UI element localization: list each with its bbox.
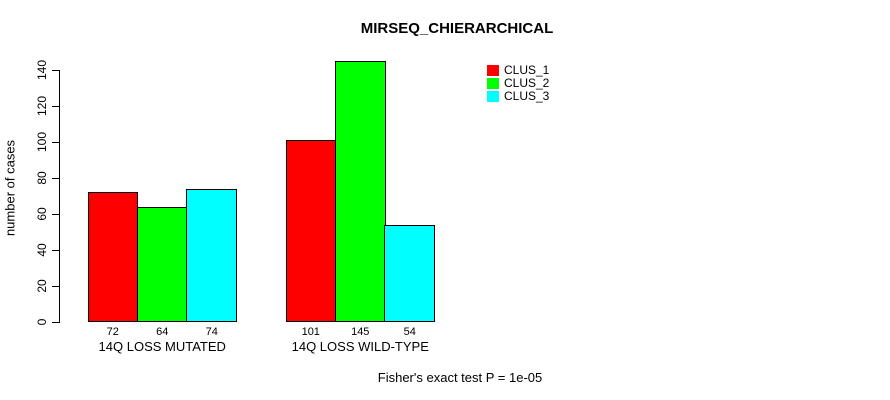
legend-label: CLUS_2 bbox=[504, 76, 550, 90]
bar-value-label: 145 bbox=[351, 326, 370, 338]
y-axis-tick bbox=[52, 177, 60, 179]
legend-swatch bbox=[487, 91, 499, 102]
bar-clus_3 bbox=[186, 189, 237, 322]
y-axis-tick bbox=[52, 141, 60, 143]
y-axis-tick bbox=[52, 285, 60, 287]
y-tick-label: 140 bbox=[35, 59, 49, 81]
bar-value-label: 64 bbox=[156, 326, 169, 338]
legend-label: CLUS_3 bbox=[504, 89, 550, 103]
y-axis-tick bbox=[52, 213, 60, 215]
y-tick-label: 40 bbox=[35, 243, 49, 257]
bar-clus_1 bbox=[286, 140, 336, 322]
legend-label: CLUS_1 bbox=[504, 63, 550, 77]
legend: CLUS_1 CLUS_2 CLUS_3 bbox=[487, 64, 549, 103]
legend-item-clus_3: CLUS_3 bbox=[487, 90, 549, 103]
bar-clus_3 bbox=[384, 225, 435, 322]
x-category-label: 14Q LOSS WILD-TYPE bbox=[291, 339, 429, 354]
y-axis-tick bbox=[52, 105, 60, 107]
y-axis-line bbox=[59, 70, 60, 323]
bar-value-label: 74 bbox=[205, 326, 218, 338]
y-tick-label: 60 bbox=[35, 207, 49, 221]
y-tick-label: 0 bbox=[35, 318, 49, 326]
y-tick-label: 20 bbox=[35, 279, 49, 293]
legend-item-clus_1: CLUS_1 bbox=[487, 64, 549, 77]
x-category-label: 14Q LOSS MUTATED bbox=[98, 339, 226, 354]
bar-clus_2 bbox=[335, 61, 386, 322]
bar-value-label: 101 bbox=[301, 326, 320, 338]
bar-clus_2 bbox=[137, 207, 188, 322]
legend-swatch bbox=[487, 78, 499, 89]
y-axis-tick bbox=[52, 249, 60, 251]
y-tick-label: 100 bbox=[35, 131, 49, 153]
y-tick-label: 120 bbox=[35, 95, 49, 117]
bar-value-label: 54 bbox=[403, 326, 416, 338]
y-axis-tick bbox=[52, 69, 60, 71]
legend-item-clus_2: CLUS_2 bbox=[487, 77, 549, 90]
chart-title: MIRSEQ_CHIERARCHICAL bbox=[360, 20, 554, 37]
y-axis-tick bbox=[52, 321, 60, 323]
legend-swatch bbox=[487, 65, 499, 76]
caption-fisher-test: Fisher's exact test P = 1e-05 bbox=[377, 370, 543, 385]
y-tick-label: 80 bbox=[35, 171, 49, 185]
bar-value-label: 72 bbox=[106, 326, 119, 338]
bar-clus_1 bbox=[88, 192, 138, 322]
